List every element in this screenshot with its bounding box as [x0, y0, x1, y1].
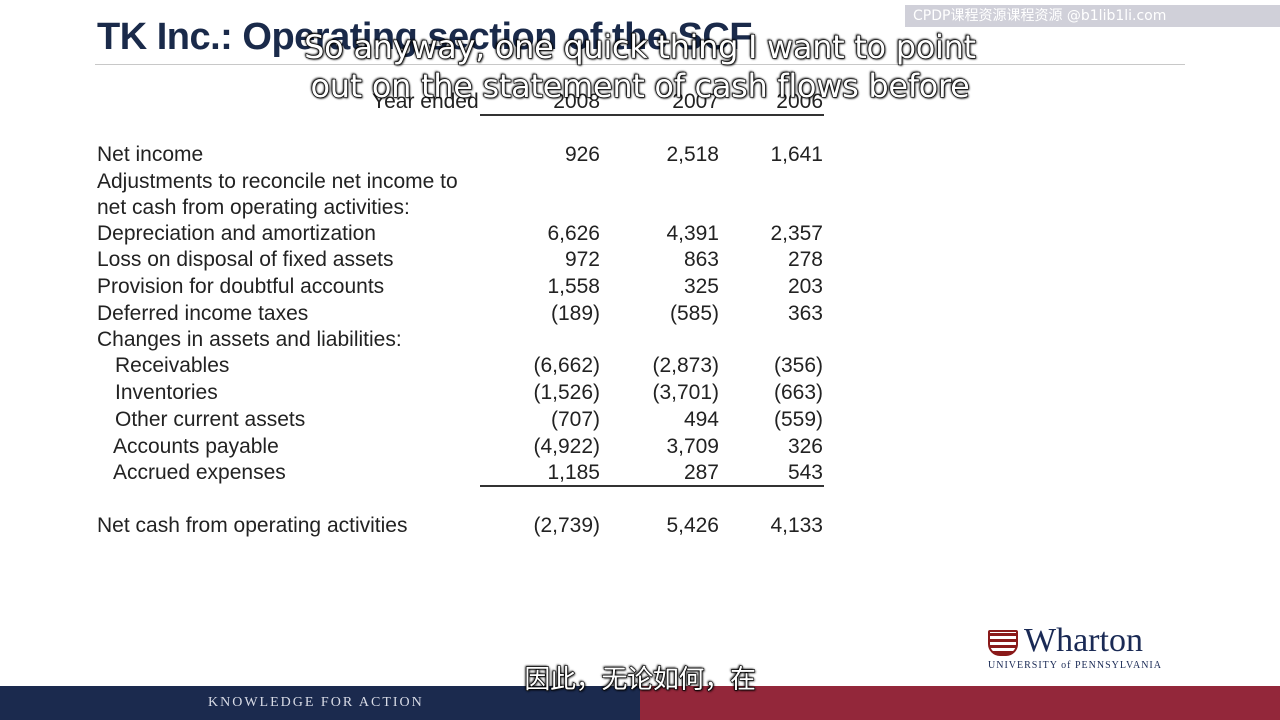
table-row: Accounts payable (4,922) 3,709 326 [0, 435, 1280, 461]
value-2007: (3,701) [652, 381, 719, 404]
value-2007: 4,391 [666, 222, 719, 245]
value-2006: 543 [787, 461, 823, 484]
row-label: Provision for doubtful accounts [97, 275, 385, 298]
row-label: Adjustments to reconcile net income to [97, 170, 458, 193]
year-2007: 2007 [672, 90, 719, 113]
value-2007: (585) [669, 302, 719, 325]
table-row-total: Net cash from operating activities (2,73… [0, 514, 1280, 540]
footer-bar-left: KNOWLEDGE FOR ACTION [0, 686, 640, 720]
value-2008: (189) [550, 302, 600, 325]
logo-name: Wharton [1024, 622, 1143, 659]
table-row: Provision for doubtful accounts 1,558 32… [0, 275, 1280, 301]
row-label: Changes in assets and liabilities: [97, 328, 402, 351]
value-2008: (707) [550, 408, 600, 431]
value-2006: 1,641 [770, 143, 823, 166]
row-label: Accrued expenses [113, 461, 286, 484]
year-header: Year ended 2008 2007 2006 [0, 90, 1280, 116]
shield-icon [988, 630, 1018, 656]
footer-bar-right [640, 686, 1280, 720]
table-row: Depreciation and amortization 6,626 4,39… [0, 222, 1280, 248]
value-2008: 926 [564, 143, 600, 166]
table-row: Deferred income taxes (189) (585) 363 [0, 302, 1280, 328]
subtitle-line-1: So anyway, one quick thing I want to poi… [304, 27, 977, 66]
wharton-logo: Wharton UNIVERSITY of PENNSYLVANIA [988, 622, 1188, 672]
value-2006: 278 [787, 248, 823, 271]
value-2007: (2,873) [652, 354, 719, 377]
value-2008: 6,626 [547, 222, 600, 245]
value-2007: 2,518 [666, 143, 719, 166]
value-2007: 5,426 [666, 514, 719, 537]
value-2007: 494 [683, 408, 719, 431]
value-2008: 1,185 [547, 461, 600, 484]
row-label: Depreciation and amortization [97, 222, 376, 245]
title-divider [95, 64, 1185, 65]
value-2008: (1,526) [533, 381, 600, 404]
value-2006: 363 [787, 302, 823, 325]
row-label: Deferred income taxes [97, 302, 309, 325]
value-2006: (559) [773, 408, 823, 431]
row-label: Accounts payable [113, 435, 279, 458]
year-2006: 2006 [776, 90, 823, 113]
watermark: CPDP课程资源课程资源 @b1lib1li.com [905, 5, 1280, 27]
header-underline [480, 114, 824, 116]
table-row: Inventories (1,526) (3,701) (663) [0, 381, 1280, 407]
value-2008: (6,662) [533, 354, 600, 377]
row-label: Loss on disposal of fixed assets [97, 248, 394, 271]
row-label: net cash from operating activities: [97, 196, 410, 219]
value-2008: (4,922) [533, 435, 600, 458]
table-row: net cash from operating activities: [0, 196, 1280, 222]
value-2006: (356) [773, 354, 823, 377]
row-label: Net income [97, 143, 204, 166]
table-row: Accrued expenses 1,185 287 543 [0, 461, 1280, 487]
value-2007: 863 [683, 248, 719, 271]
footer-tagline: KNOWLEDGE FOR ACTION [208, 695, 424, 710]
table-row: Net income 926 2,518 1,641 [0, 143, 1280, 169]
total-underline [480, 485, 824, 487]
table-row: Other current assets (707) 494 (559) [0, 408, 1280, 434]
row-label: Inventories [115, 381, 218, 404]
slide-title: TK Inc.: Operating section of the SCF [97, 16, 752, 58]
value-2007: 3,709 [666, 435, 719, 458]
row-label: Net cash from operating activities [97, 514, 408, 537]
value-2008: 972 [564, 248, 600, 271]
row-label: Other current assets [115, 408, 306, 431]
year-2008: 2008 [553, 90, 600, 113]
value-2007: 287 [683, 461, 719, 484]
table-row: Receivables (6,662) (2,873) (356) [0, 354, 1280, 380]
table-row: Changes in assets and liabilities: [0, 328, 1280, 354]
subtitle-line-2: out on the statement of cash flows befor… [310, 66, 971, 105]
subtitle-chinese: 因此，无论如何，在 [524, 664, 757, 695]
value-2007: 325 [683, 275, 719, 298]
row-label: Receivables [115, 354, 230, 377]
value-2008: (2,739) [533, 514, 600, 537]
value-2006: 203 [787, 275, 823, 298]
table-row: Loss on disposal of fixed assets 972 863… [0, 248, 1280, 274]
value-2006: (663) [773, 381, 823, 404]
value-2006: 326 [787, 435, 823, 458]
logo-subtitle: UNIVERSITY of PENNSYLVANIA [988, 660, 1162, 671]
table-row: Adjustments to reconcile net income to [0, 170, 1280, 196]
value-2006: 4,133 [770, 514, 823, 537]
year-ended-label: Year ended [372, 90, 479, 113]
value-2006: 2,357 [770, 222, 823, 245]
value-2008: 1,558 [547, 275, 600, 298]
